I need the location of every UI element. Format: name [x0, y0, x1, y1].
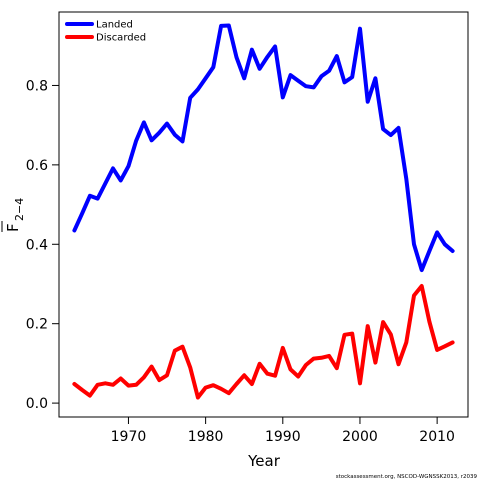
x-tick-label: 1990: [265, 429, 301, 445]
y-tick-label: 0.8: [26, 78, 48, 94]
legend-label-discarded: Discarded: [96, 33, 146, 44]
x-tick-label: 1980: [188, 429, 224, 445]
credit-text: stockassessment.org, NSCOD-WGNSSK2013, r…: [336, 474, 478, 480]
y-axis-title-subscript: 2−4: [13, 198, 26, 221]
x-axis-title: Year: [247, 452, 281, 470]
x-tick-label: 1970: [111, 429, 147, 445]
series-layer: [72, 23, 455, 400]
x-tick-label: 2000: [342, 429, 378, 445]
y-axis: 0.0 0.2 0.4 0.6 0.8: [26, 78, 59, 412]
plot-frame: [58, 11, 469, 418]
series-line-landed: [72, 23, 455, 273]
y-tick-label: 0.2: [26, 317, 48, 333]
x-axis: 1970 1980 1990 2000 2010: [111, 417, 455, 445]
x-tick-label: 2010: [419, 429, 455, 445]
y-tick-label: 0.4: [26, 237, 48, 253]
series-line-discarded: [72, 284, 455, 400]
legend: Landed Discarded: [65, 20, 146, 44]
legend-label-landed: Landed: [96, 20, 133, 31]
y-tick-label: 0.6: [26, 158, 48, 174]
y-axis-title: F 2−4: [1, 198, 26, 232]
y-tick-label: 0.0: [26, 396, 48, 412]
y-axis-title-main: F: [4, 223, 22, 232]
